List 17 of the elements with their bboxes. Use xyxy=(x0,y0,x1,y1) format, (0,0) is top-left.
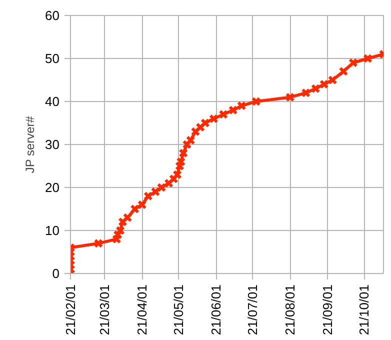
x-tick-label: 21/10/01 xyxy=(356,284,372,336)
y-tick-label: 60 xyxy=(45,8,60,23)
y-tick-label: 30 xyxy=(45,137,60,152)
x-tick-label: 21/06/01 xyxy=(208,284,224,336)
y-tick-label: 40 xyxy=(45,94,60,109)
x-tick-label: 21/04/01 xyxy=(134,284,150,336)
x-tick-label: 21/07/01 xyxy=(244,284,260,336)
y-tick-label: 50 xyxy=(45,51,60,66)
y-axis-title: JP server# xyxy=(23,116,38,174)
x-tick-label: 21/08/01 xyxy=(282,284,298,336)
y-tick-label: 0 xyxy=(52,266,60,281)
x-tick-label: 21/05/01 xyxy=(170,284,186,336)
x-tick-label: 21/09/01 xyxy=(320,284,336,336)
y-tick-label: 20 xyxy=(45,180,60,195)
x-tick-label: 21/02/01 xyxy=(63,284,78,336)
x-tick-label: 21/03/01 xyxy=(96,284,112,336)
y-tick-label: 10 xyxy=(45,223,60,238)
